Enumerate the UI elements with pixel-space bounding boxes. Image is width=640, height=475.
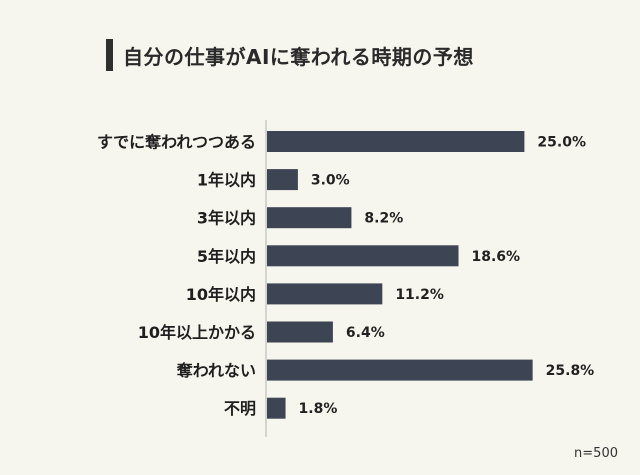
value-label: 1.8% (299, 401, 338, 417)
value-label: 25.0% (537, 135, 586, 151)
chart-title-group: 自分の仕事がAIに奪われる時期の予想 (106, 38, 474, 72)
category-label: 3年以内 (197, 209, 256, 228)
bar (267, 207, 352, 229)
title-accent-bar (106, 39, 113, 71)
value-label: 8.2% (364, 211, 403, 227)
value-label: 3.0% (311, 173, 350, 189)
bar (267, 169, 298, 191)
bar (267, 321, 333, 343)
bar (267, 245, 459, 267)
value-label: 18.6% (472, 249, 521, 265)
category-label: 10年以上かかる (138, 323, 256, 342)
category-label: 不明 (224, 399, 256, 418)
sample-size-note: n=500 (574, 446, 618, 461)
bar (267, 283, 383, 305)
bar (267, 397, 286, 419)
value-label: 11.2% (395, 287, 444, 303)
category-label: 5年以内 (197, 247, 256, 266)
chart-title: 自分の仕事がAIに奪われる時期の予想 (123, 44, 474, 69)
bar (267, 131, 525, 152)
bar (267, 359, 533, 381)
category-label: すでに奪われつつある (97, 133, 256, 152)
category-label: 10年以内 (186, 285, 256, 304)
value-label: 25.8% (546, 363, 595, 379)
category-label: 1年以内 (197, 171, 256, 190)
category-label: 奪われない (176, 361, 256, 380)
value-label: 6.4% (346, 325, 385, 341)
